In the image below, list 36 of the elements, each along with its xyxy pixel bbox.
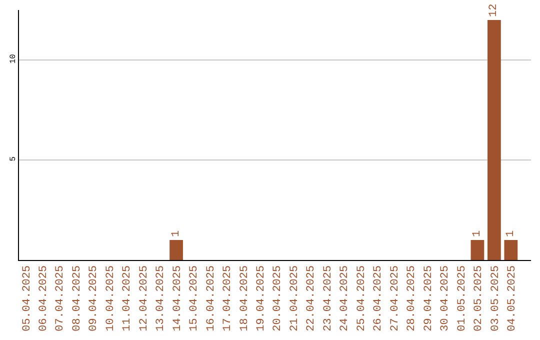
- x-tick-label: 29.04.2025: [422, 265, 435, 332]
- y-tick-label: 5: [8, 156, 18, 162]
- x-tick-label: 17.04.2025: [222, 265, 234, 332]
- x-tick-label: 10.04.2025: [104, 265, 117, 332]
- x-tick-label: 12.04.2025: [138, 265, 150, 332]
- data-label: 1: [504, 230, 517, 237]
- y-tick-label: 10: [8, 54, 18, 64]
- x-tick-label: 06.04.2025: [38, 265, 50, 332]
- x-tick-label: 30.04.2025: [440, 265, 452, 332]
- x-tick-label: 11.04.2025: [122, 265, 134, 332]
- x-tick-label: 13.04.2025: [155, 265, 168, 332]
- x-tick-label: 02.05.2025: [473, 265, 486, 332]
- data-label: 12: [488, 4, 500, 17]
- x-tick-label: 07.04.2025: [54, 265, 67, 332]
- x-tick-label: 04.05.2025: [506, 265, 518, 332]
- x-tick-label: 08.04.2025: [71, 265, 84, 332]
- x-tick-label: 01.05.2025: [456, 265, 468, 332]
- x-tick-label: 19.04.2025: [256, 265, 268, 332]
- x-tick-label: 26.04.2025: [372, 265, 385, 332]
- x-tick-label: 16.04.2025: [205, 265, 218, 332]
- x-tick-label: 27.04.2025: [389, 265, 402, 332]
- x-tick-label: 24.04.2025: [339, 265, 352, 332]
- x-tick-label: 23.04.2025: [322, 265, 334, 332]
- x-tick-label: 03.05.2025: [490, 265, 502, 332]
- data-label: 1: [170, 230, 182, 237]
- x-tick-label: 09.04.2025: [88, 265, 100, 332]
- x-tick-label: 28.04.2025: [406, 265, 418, 332]
- x-tick-label: 18.04.2025: [238, 265, 251, 332]
- x-tick-label: 05.04.2025: [21, 265, 34, 332]
- x-tick-label: 25.04.2025: [356, 265, 368, 332]
- x-tick-label: 20.04.2025: [272, 265, 284, 332]
- x-tick-label: 15.04.2025: [188, 265, 201, 332]
- x-tick-label: 21.04.2025: [288, 265, 301, 332]
- x-tick-label: 22.04.2025: [306, 265, 318, 332]
- x-tick-label: 14.04.2025: [172, 265, 184, 332]
- data-label: 1: [471, 230, 484, 237]
